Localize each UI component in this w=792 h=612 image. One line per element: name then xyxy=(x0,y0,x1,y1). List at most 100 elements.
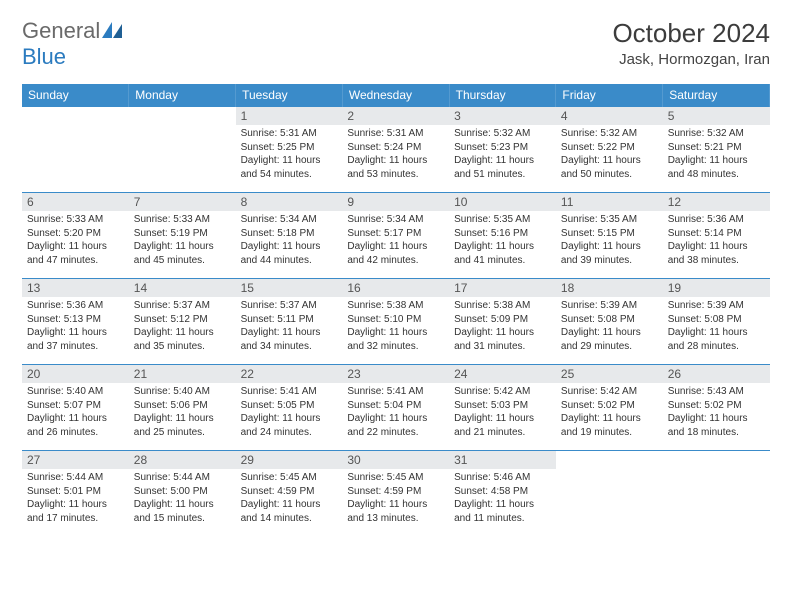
calendar-day-cell: 16Sunrise: 5:38 AMSunset: 5:10 PMDayligh… xyxy=(342,279,449,365)
day-number: 30 xyxy=(342,451,449,469)
weekday-header: Saturday xyxy=(663,84,770,107)
calendar-week-row: 1Sunrise: 5:31 AMSunset: 5:25 PMDaylight… xyxy=(22,107,770,193)
month-title: October 2024 xyxy=(612,18,770,49)
calendar-day-cell: 29Sunrise: 5:45 AMSunset: 4:59 PMDayligh… xyxy=(236,451,343,537)
day-content: Sunrise: 5:44 AMSunset: 5:01 PMDaylight:… xyxy=(22,469,129,527)
calendar-empty-cell xyxy=(129,107,236,193)
day-content: Sunrise: 5:31 AMSunset: 5:25 PMDaylight:… xyxy=(236,125,343,183)
day-number: 3 xyxy=(449,107,556,125)
day-number: 4 xyxy=(556,107,663,125)
logo-text: General Blue xyxy=(22,18,122,70)
calendar-day-cell: 8Sunrise: 5:34 AMSunset: 5:18 PMDaylight… xyxy=(236,193,343,279)
day-number: 14 xyxy=(129,279,236,297)
calendar-week-row: 13Sunrise: 5:36 AMSunset: 5:13 PMDayligh… xyxy=(22,279,770,365)
day-content: Sunrise: 5:32 AMSunset: 5:21 PMDaylight:… xyxy=(663,125,770,183)
day-number: 18 xyxy=(556,279,663,297)
header: General Blue October 2024 Jask, Hormozga… xyxy=(22,18,770,70)
title-block: October 2024 Jask, Hormozgan, Iran xyxy=(612,18,770,68)
day-content: Sunrise: 5:33 AMSunset: 5:20 PMDaylight:… xyxy=(22,211,129,269)
day-number: 8 xyxy=(236,193,343,211)
day-number: 19 xyxy=(663,279,770,297)
day-number: 2 xyxy=(342,107,449,125)
calendar-day-cell: 27Sunrise: 5:44 AMSunset: 5:01 PMDayligh… xyxy=(22,451,129,537)
day-content: Sunrise: 5:36 AMSunset: 5:13 PMDaylight:… xyxy=(22,297,129,355)
day-number: 26 xyxy=(663,365,770,383)
day-content: Sunrise: 5:37 AMSunset: 5:12 PMDaylight:… xyxy=(129,297,236,355)
calendar-day-cell: 10Sunrise: 5:35 AMSunset: 5:16 PMDayligh… xyxy=(449,193,556,279)
calendar-table: SundayMondayTuesdayWednesdayThursdayFrid… xyxy=(22,84,770,537)
day-content: Sunrise: 5:36 AMSunset: 5:14 PMDaylight:… xyxy=(663,211,770,269)
calendar-day-cell: 3Sunrise: 5:32 AMSunset: 5:23 PMDaylight… xyxy=(449,107,556,193)
calendar-day-cell: 4Sunrise: 5:32 AMSunset: 5:22 PMDaylight… xyxy=(556,107,663,193)
day-number: 28 xyxy=(129,451,236,469)
calendar-day-cell: 14Sunrise: 5:37 AMSunset: 5:12 PMDayligh… xyxy=(129,279,236,365)
day-content: Sunrise: 5:46 AMSunset: 4:58 PMDaylight:… xyxy=(449,469,556,527)
day-number: 15 xyxy=(236,279,343,297)
day-number: 17 xyxy=(449,279,556,297)
calendar-day-cell: 5Sunrise: 5:32 AMSunset: 5:21 PMDaylight… xyxy=(663,107,770,193)
weekday-header: Friday xyxy=(556,84,663,107)
weekday-header: Tuesday xyxy=(236,84,343,107)
day-content: Sunrise: 5:35 AMSunset: 5:16 PMDaylight:… xyxy=(449,211,556,269)
calendar-day-cell: 28Sunrise: 5:44 AMSunset: 5:00 PMDayligh… xyxy=(129,451,236,537)
calendar-day-cell: 7Sunrise: 5:33 AMSunset: 5:19 PMDaylight… xyxy=(129,193,236,279)
day-number: 22 xyxy=(236,365,343,383)
calendar-day-cell: 20Sunrise: 5:40 AMSunset: 5:07 PMDayligh… xyxy=(22,365,129,451)
day-content: Sunrise: 5:34 AMSunset: 5:17 PMDaylight:… xyxy=(342,211,449,269)
day-number: 27 xyxy=(22,451,129,469)
logo-word2: Blue xyxy=(22,44,66,69)
day-number: 31 xyxy=(449,451,556,469)
calendar-day-cell: 6Sunrise: 5:33 AMSunset: 5:20 PMDaylight… xyxy=(22,193,129,279)
calendar-day-cell: 24Sunrise: 5:42 AMSunset: 5:03 PMDayligh… xyxy=(449,365,556,451)
calendar-week-row: 20Sunrise: 5:40 AMSunset: 5:07 PMDayligh… xyxy=(22,365,770,451)
day-content: Sunrise: 5:42 AMSunset: 5:02 PMDaylight:… xyxy=(556,383,663,441)
day-number: 12 xyxy=(663,193,770,211)
calendar-day-cell: 13Sunrise: 5:36 AMSunset: 5:13 PMDayligh… xyxy=(22,279,129,365)
day-number: 29 xyxy=(236,451,343,469)
calendar-empty-cell xyxy=(22,107,129,193)
day-content: Sunrise: 5:34 AMSunset: 5:18 PMDaylight:… xyxy=(236,211,343,269)
day-content: Sunrise: 5:43 AMSunset: 5:02 PMDaylight:… xyxy=(663,383,770,441)
calendar-day-cell: 2Sunrise: 5:31 AMSunset: 5:24 PMDaylight… xyxy=(342,107,449,193)
day-content: Sunrise: 5:39 AMSunset: 5:08 PMDaylight:… xyxy=(663,297,770,355)
calendar-day-cell: 17Sunrise: 5:38 AMSunset: 5:09 PMDayligh… xyxy=(449,279,556,365)
weekday-header: Sunday xyxy=(22,84,129,107)
day-number: 7 xyxy=(129,193,236,211)
day-content: Sunrise: 5:42 AMSunset: 5:03 PMDaylight:… xyxy=(449,383,556,441)
calendar-week-row: 6Sunrise: 5:33 AMSunset: 5:20 PMDaylight… xyxy=(22,193,770,279)
day-number: 21 xyxy=(129,365,236,383)
day-content: Sunrise: 5:32 AMSunset: 5:23 PMDaylight:… xyxy=(449,125,556,183)
calendar-day-cell: 23Sunrise: 5:41 AMSunset: 5:04 PMDayligh… xyxy=(342,365,449,451)
day-number: 25 xyxy=(556,365,663,383)
calendar-day-cell: 25Sunrise: 5:42 AMSunset: 5:02 PMDayligh… xyxy=(556,365,663,451)
day-number: 24 xyxy=(449,365,556,383)
calendar-week-row: 27Sunrise: 5:44 AMSunset: 5:01 PMDayligh… xyxy=(22,451,770,537)
calendar-day-cell: 26Sunrise: 5:43 AMSunset: 5:02 PMDayligh… xyxy=(663,365,770,451)
calendar-day-cell: 15Sunrise: 5:37 AMSunset: 5:11 PMDayligh… xyxy=(236,279,343,365)
day-content: Sunrise: 5:33 AMSunset: 5:19 PMDaylight:… xyxy=(129,211,236,269)
day-content: Sunrise: 5:45 AMSunset: 4:59 PMDaylight:… xyxy=(236,469,343,527)
day-number: 16 xyxy=(342,279,449,297)
location: Jask, Hormozgan, Iran xyxy=(612,51,770,68)
day-content: Sunrise: 5:44 AMSunset: 5:00 PMDaylight:… xyxy=(129,469,236,527)
weekday-header-row: SundayMondayTuesdayWednesdayThursdayFrid… xyxy=(22,84,770,107)
day-content: Sunrise: 5:40 AMSunset: 5:06 PMDaylight:… xyxy=(129,383,236,441)
day-number: 10 xyxy=(449,193,556,211)
day-content: Sunrise: 5:38 AMSunset: 5:09 PMDaylight:… xyxy=(449,297,556,355)
logo: General Blue xyxy=(22,18,122,70)
weekday-header: Thursday xyxy=(449,84,556,107)
day-number: 9 xyxy=(342,193,449,211)
day-content: Sunrise: 5:38 AMSunset: 5:10 PMDaylight:… xyxy=(342,297,449,355)
day-content: Sunrise: 5:39 AMSunset: 5:08 PMDaylight:… xyxy=(556,297,663,355)
day-number: 6 xyxy=(22,193,129,211)
day-number: 13 xyxy=(22,279,129,297)
day-content: Sunrise: 5:32 AMSunset: 5:22 PMDaylight:… xyxy=(556,125,663,183)
day-content: Sunrise: 5:41 AMSunset: 5:04 PMDaylight:… xyxy=(342,383,449,441)
weekday-header: Monday xyxy=(129,84,236,107)
calendar-day-cell: 9Sunrise: 5:34 AMSunset: 5:17 PMDaylight… xyxy=(342,193,449,279)
calendar-day-cell: 22Sunrise: 5:41 AMSunset: 5:05 PMDayligh… xyxy=(236,365,343,451)
calendar-day-cell: 21Sunrise: 5:40 AMSunset: 5:06 PMDayligh… xyxy=(129,365,236,451)
logo-sail-icon xyxy=(102,18,122,44)
calendar-day-cell: 12Sunrise: 5:36 AMSunset: 5:14 PMDayligh… xyxy=(663,193,770,279)
day-content: Sunrise: 5:40 AMSunset: 5:07 PMDaylight:… xyxy=(22,383,129,441)
